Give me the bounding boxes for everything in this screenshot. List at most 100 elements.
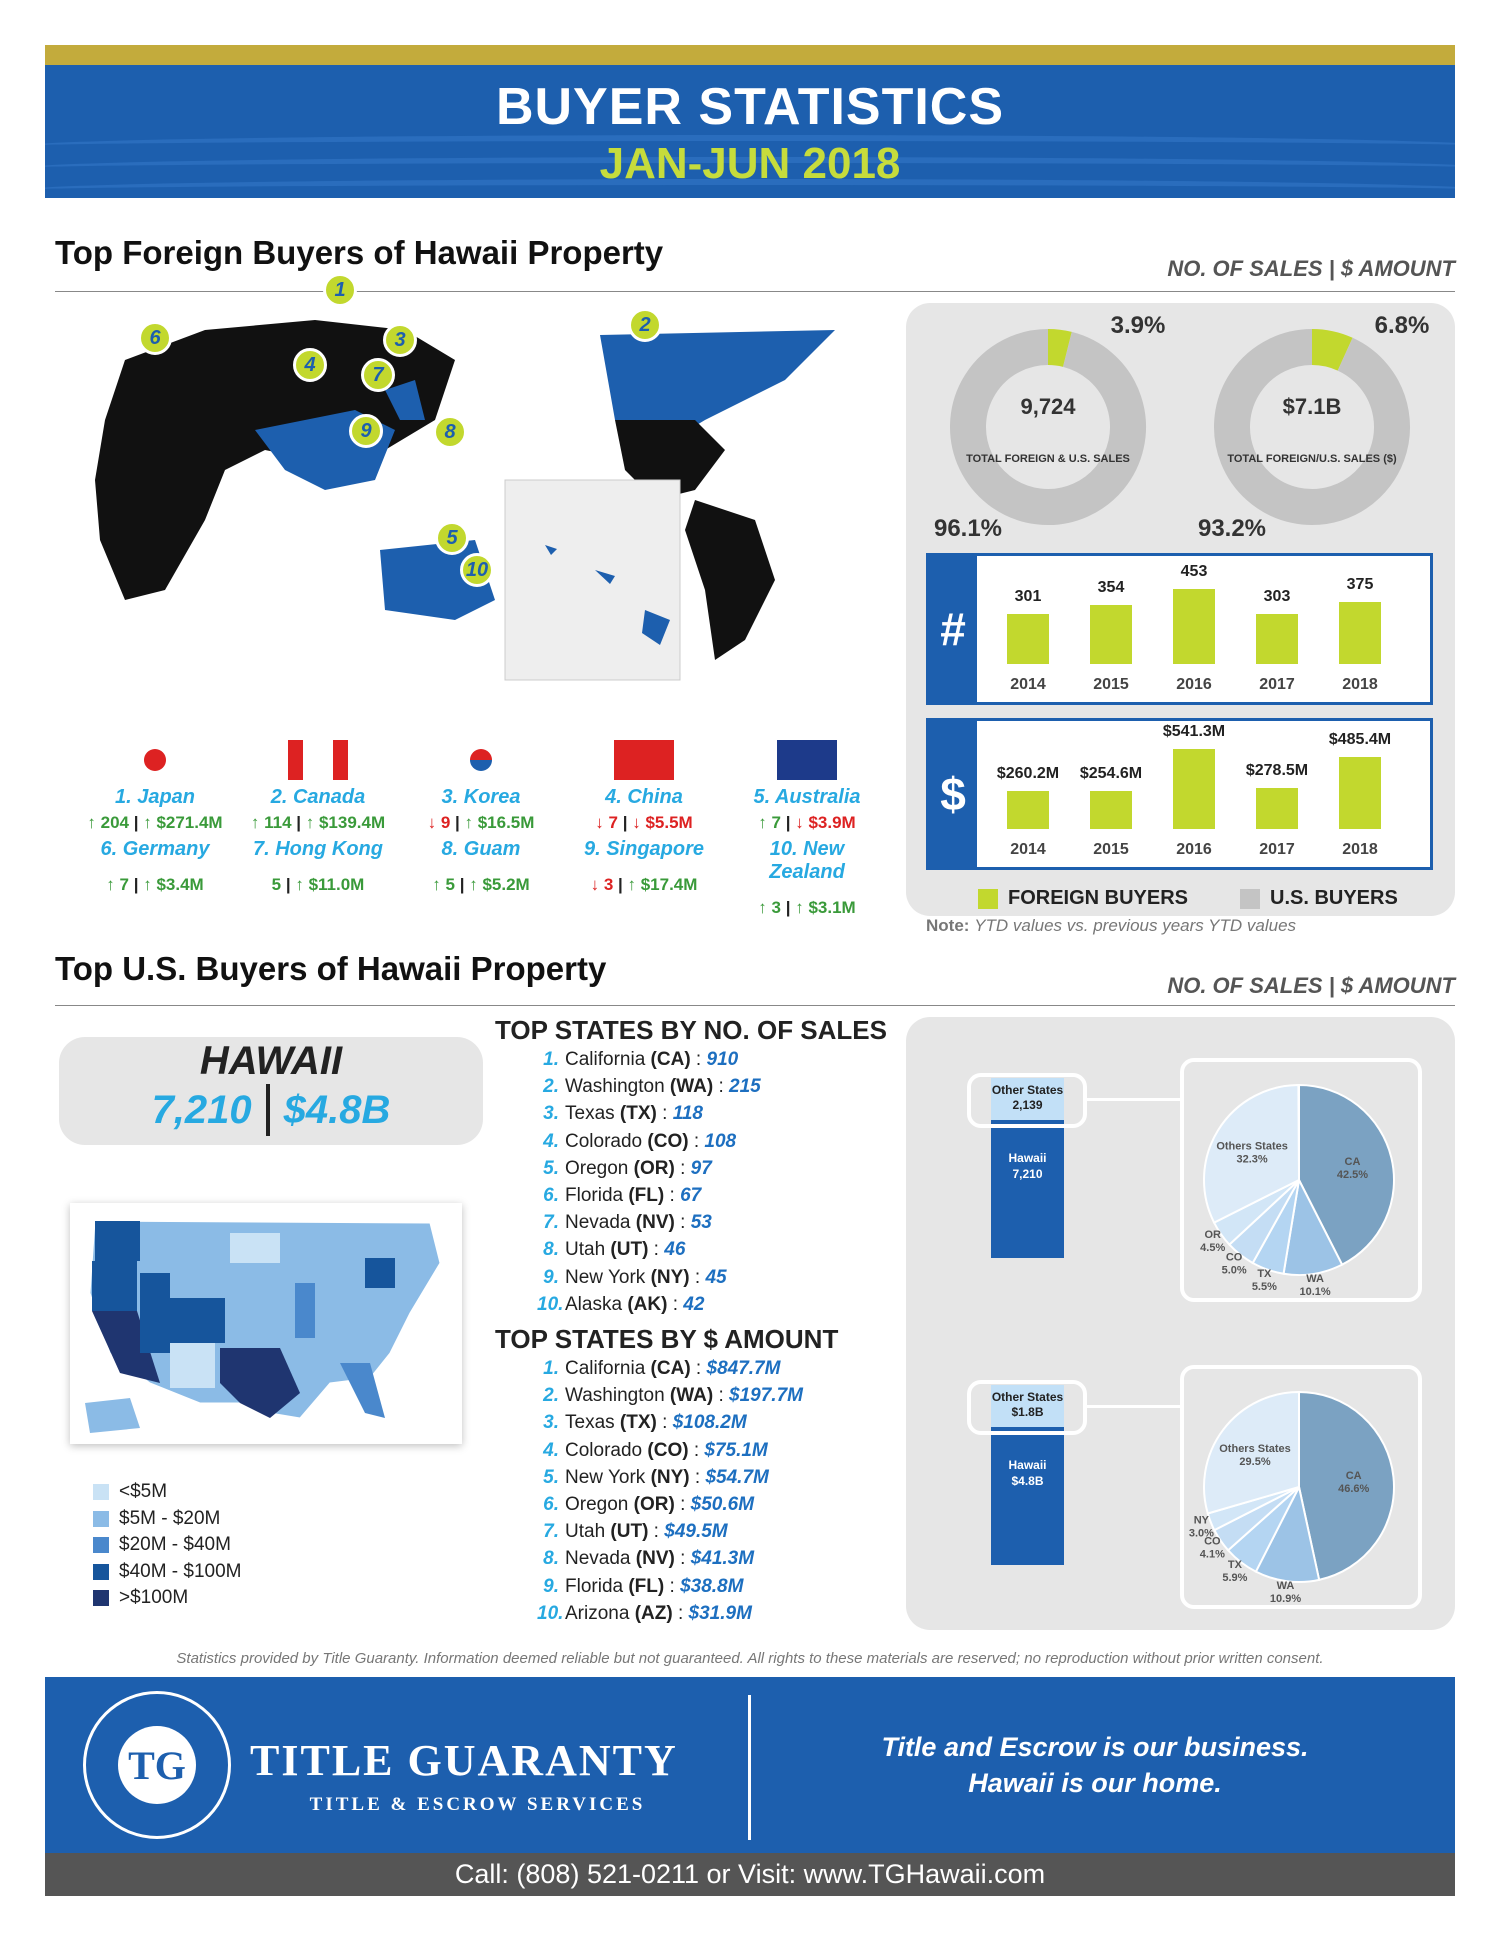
state-name: Oregon [565,1494,629,1516]
amount-change: ↓ $3.9M [795,813,856,832]
highlight-box [967,1073,1087,1128]
donut-label: TOTAL FOREIGN & U.S. SALES [966,453,1130,465]
other-label: Other States [991,1083,1064,1097]
state-abbr: (TX) [619,1103,657,1125]
tagline-line1: Title and Escrow is our business. [881,1732,1309,1762]
bar-category-label: 2017 [1259,841,1295,858]
state-name: Texas [565,1103,615,1125]
sales-change: ↑ 114 [250,813,292,832]
rank: 4. [543,1439,559,1461]
state-value: 108 [704,1130,737,1152]
state-rank-item: 3. Texas (TX) : $108.2M [537,1409,895,1436]
country-stats: ↓ 3 | ↑ $17.4M [569,875,719,895]
rank: 2. [543,1076,559,1098]
sales-value: 204 [100,813,129,832]
legend-label: U.S. BUYERS [1270,887,1398,909]
sales-value: 3 [771,898,781,917]
stacked-bar: Other States $1.8B Hawaii $4.8B [991,1385,1064,1565]
state-rank-item: 7. Utah (UT) : $49.5M [537,1518,895,1545]
state-rank-item: 5. New York (NY) : $54.7M [537,1464,895,1491]
pie-slice-name: CO [1204,1535,1221,1547]
state-abbr: (NV) [635,1212,675,1234]
state-value: 46 [664,1239,686,1261]
bar-category-label: 2018 [1342,676,1378,693]
state-abbr: (NV) [635,1548,675,1570]
bar [1007,614,1049,664]
amount-change: ↑ $11.0M [295,875,365,894]
rank: 9. [543,1266,559,1288]
amount-change: ↓ $5.5M [632,813,693,832]
separator [265,1084,270,1136]
state-name: New York [565,1266,646,1288]
state-rank-item: 6. Florida (FL) : 67 [537,1182,895,1209]
japan-flag-icon [125,740,185,780]
country-stats: ↑ 114 | ↑ $139.4M [243,813,393,833]
country-name: 3. Korea [441,786,521,808]
contact-bar[interactable]: Call: (808) 521-0211 or Visit: www.TGHaw… [45,1853,1455,1896]
map-pin: 7 [361,358,395,392]
state-rank-item: 1. California (CA) : 910 [537,1046,895,1073]
map-pin: 5 [435,521,469,555]
pie-slice-label: 46.6% [1338,1483,1369,1495]
state-abbr: (OR) [633,1494,675,1516]
state-name: Colorado [565,1439,643,1461]
hawaii-summary-box: HAWAII 7,210 $4.8B [59,1037,483,1145]
state-value: 215 [729,1076,761,1098]
state-name: Nevada [565,1548,631,1570]
legend-label: $5M - $20M [119,1507,221,1529]
state-name: California [565,1049,646,1070]
other-states-segment: Other States 2,139 [991,1078,1064,1120]
pie-slice-name: CA [1345,1156,1361,1168]
foreign-section-title: Top Foreign Buyers of Hawaii Property [55,234,664,271]
page-title: BUYER STATISTICS [495,78,1005,136]
state-abbr: (CA) [650,1358,691,1380]
sales-value: 7 [771,813,781,832]
brand-subtitle: TITLE & ESCROW SERVICES [309,1794,646,1815]
state-value: $41.3M [690,1548,755,1570]
sales-value: 9 [440,813,451,832]
state-value: $49.5M [664,1521,728,1543]
footer-divider [748,1695,751,1840]
separator: | [291,813,306,832]
country-item: 7. Hong Kong 5 | ↑ $11.0M [243,838,393,895]
map-legend: <$5M $5M - $20M $20M - $40M $40M - $100M >$1… [93,1479,242,1612]
bar-category-label: 2014 [1010,676,1046,693]
bar-value-label: 354 [1097,579,1125,597]
bar [1256,787,1298,829]
state-name: Texas [565,1412,615,1434]
country-item: 1. Japan ↑ 204 | ↑ $271.4M [80,740,230,833]
country-name: 7. Hong Kong [253,838,383,860]
donut-label: 93.2% [1198,515,1266,542]
bar [1090,791,1132,829]
state-rank-item: 10.Arizona (AZ) : $31.9M [537,1600,895,1627]
state-value: $847.7M [706,1358,781,1380]
state-value: 97 [690,1157,712,1179]
country-item: 9. Singapore ↓ 3 | ↑ $17.4M [569,838,719,895]
state-rank-item: 1. California (CA) : $847.7M [537,1355,895,1382]
pie-slice-label: 32.3% [1237,1153,1268,1165]
country-stats: ↑ 204 | ↑ $271.4M [80,813,230,833]
state-abbr: (AK) [627,1293,668,1315]
bar-category-label: 2018 [1342,841,1378,858]
sales-change: ↓ 3 [590,875,614,894]
state-abbr: (CA) [650,1049,691,1070]
logo-seal: TG [83,1691,231,1839]
pie-box: CA 42.5% WA 10.1% TX 5.5% CO 5.0% OR 4.5% Others S… [1180,1058,1422,1302]
note: Note: YTD values vs. previous years YTD … [926,916,1296,936]
amount-value: $11.0M [308,875,365,894]
map-pin: 8 [433,415,467,449]
legend-item: $40M - $100M [93,1559,242,1586]
connector-line [1087,1098,1182,1101]
rank: 1. [543,1049,559,1070]
state-name: Utah [565,1239,606,1261]
donut-slice [1214,329,1410,525]
separator: | [613,875,628,894]
dollar-symbol: $ [929,721,977,867]
state-name: Arizona [565,1602,630,1624]
state-abbr: (FL) [628,1185,665,1207]
pie-slice-label: 5.9% [1222,1572,1247,1584]
legend-item: >$100M [93,1585,242,1612]
state-name: Alaska [565,1293,623,1315]
separator: | [450,813,465,832]
state-rank-item: 2. Washington (WA) : 215 [537,1073,895,1100]
